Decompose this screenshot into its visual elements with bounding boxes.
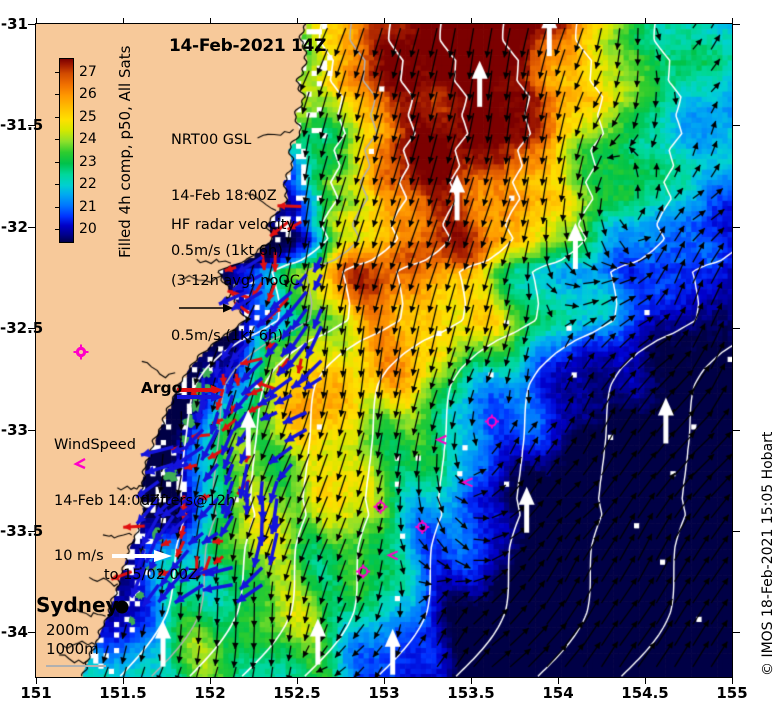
- y-tick-label: -33.5: [0, 521, 44, 540]
- x-tick-mark-top: [210, 18, 211, 23]
- vector-overlay-layer: [36, 24, 732, 677]
- y-tick-label: -31.5: [0, 116, 44, 135]
- depth-label-1000m: 1000m: [46, 640, 99, 659]
- colorbar-tick-label: 20: [79, 221, 97, 238]
- x-tick-label: 154: [542, 684, 574, 702]
- legend-argo-line3: to 15/02 00Z: [104, 566, 198, 583]
- x-tick-label: 153.5: [447, 684, 495, 702]
- y-tick-mark: [28, 429, 35, 431]
- y-tick-mark-right: [733, 530, 740, 532]
- right-arrow-icon: [112, 550, 172, 563]
- colorbar-title: Filled 4h comp, p50, All Sats: [116, 45, 134, 258]
- legend-gsl-line1: NRT00 GSL: [171, 132, 252, 149]
- legend-hf-radar: HF radar velocity (3-12h avg) noQC 0.5m/…: [171, 179, 300, 441]
- x-tick-mark: [732, 678, 733, 684]
- legend-hf-line2: (3-12h avg) noQC: [171, 272, 300, 289]
- x-tick-label: 155: [716, 684, 748, 702]
- colorbar-tick-label: 23: [79, 153, 97, 170]
- x-tick-mark-top: [732, 18, 733, 23]
- depth-label-200m: 200m: [46, 621, 90, 639]
- colorbar-tick: [55, 71, 59, 73]
- colorbar-tick: [55, 184, 59, 186]
- x-tick-label: 154.5: [621, 684, 669, 702]
- right-arrow-icon: [179, 303, 233, 313]
- map-plot-area[interactable]: 14-Feb-2021 14Z 27 26 25 24 23 22 21 20 Filled …: [35, 23, 733, 678]
- legend-argo: Argo drifters@12h to 15/02 00Z: [73, 305, 236, 622]
- depth-legend-line-1000m: [46, 665, 106, 668]
- legend-hf-line1: HF radar velocity: [171, 217, 296, 234]
- y-tick-mark: [28, 328, 35, 330]
- legend-gsl-line3: 0.5m/s (1kt 6h): [171, 243, 283, 260]
- colorbar-tick: [55, 206, 59, 208]
- y-tick-mark: [28, 632, 35, 634]
- y-tick-label: -32: [0, 217, 28, 236]
- y-tick-label: -34: [0, 623, 28, 642]
- y-tick-mark-right: [733, 632, 740, 634]
- legend-gsl-line2: 14-Feb 18:00Z: [171, 187, 277, 204]
- x-tick-mark: [210, 678, 211, 684]
- colorbar-tick-label: 21: [79, 198, 97, 215]
- y-tick-label: -33: [0, 420, 28, 439]
- x-tick-mark-top: [645, 18, 646, 23]
- colorbar-tick-label: 22: [79, 176, 97, 193]
- y-tick-mark: [28, 24, 35, 25]
- x-tick-label: 151.5: [99, 684, 147, 702]
- legend-wind-line3: 10 m/s: [54, 548, 104, 565]
- colorbar-tick-label: 27: [79, 63, 97, 80]
- colorbar-tick: [55, 161, 59, 163]
- x-tick-label: 151: [20, 684, 52, 702]
- y-tick-label: -32.5: [0, 319, 44, 338]
- legend-argo-line2: drifters@12h: [140, 492, 236, 509]
- x-tick-mark-top: [471, 18, 472, 23]
- y-tick-mark-right: [733, 226, 740, 228]
- x-tick-mark: [645, 678, 646, 684]
- page-title: 14-Feb-2021 14Z: [169, 36, 327, 56]
- colorbar-tick-label: 24: [79, 131, 97, 148]
- right-arrow-icon: [177, 385, 223, 403]
- x-tick-mark: [558, 678, 559, 684]
- legend-argo-line1: Argo: [140, 379, 183, 398]
- x-tick-mark-top: [558, 18, 559, 23]
- x-tick-mark-top: [384, 18, 385, 23]
- y-tick-mark-right: [733, 125, 740, 127]
- legend-wind-line2: 14-Feb 14:00Z: [54, 492, 160, 509]
- colorbar-gradient: [59, 58, 74, 243]
- x-tick-mark-top: [297, 18, 298, 23]
- argo-float-icon: [73, 344, 89, 360]
- x-tick-mark: [123, 678, 124, 684]
- colorbar-tick: [55, 139, 59, 141]
- legend-windspeed: WindSpeed 14-Feb 14:00Z 10 m/s: [54, 399, 172, 603]
- y-tick-label: -31: [0, 15, 28, 33]
- y-tick-mark: [28, 125, 35, 127]
- colorbar-tick-label: 25: [79, 108, 97, 125]
- copyright-text: © IMOS 18-Feb-2021 15:05 Hobart: [760, 431, 776, 676]
- x-tick-mark: [384, 678, 385, 684]
- y-tick-mark: [28, 530, 35, 532]
- city-label-sydney: Sydney: [36, 593, 119, 617]
- depth-contour-legend: 200m 1000m: [46, 621, 106, 668]
- x-tick-mark-top: [36, 18, 37, 23]
- colorbar-tick-label: 26: [79, 86, 97, 103]
- x-tick-mark: [297, 678, 298, 684]
- colorbar: 27 26 25 24 23 22 21 20 Filled 4h comp, p50, Al…: [55, 46, 209, 258]
- legend-wind-line1: WindSpeed: [54, 437, 136, 454]
- y-tick-mark-right: [733, 24, 740, 25]
- y-tick-mark: [28, 226, 35, 228]
- colorbar-tick: [55, 94, 59, 96]
- x-tick-mark: [36, 678, 37, 684]
- y-tick-mark-right: [733, 328, 740, 330]
- x-tick-label: 152.5: [273, 684, 321, 702]
- x-tick-mark: [471, 678, 472, 684]
- colorbar-tick: [55, 116, 59, 118]
- x-tick-label: 153: [368, 684, 400, 702]
- x-tick-label: 152: [194, 684, 226, 702]
- drifter-track-icon: [73, 457, 86, 469]
- city-dot-icon: [115, 600, 129, 614]
- y-tick-mark-right: [733, 429, 740, 431]
- x-tick-mark-top: [123, 18, 124, 23]
- legend-gsl: NRT00 GSL 14-Feb 18:00Z 0.5m/s (1kt 6h): [171, 94, 283, 353]
- colorbar-tick: [55, 229, 59, 231]
- legend-hf-line3: 0.5m/s (1kt 6h): [171, 328, 283, 345]
